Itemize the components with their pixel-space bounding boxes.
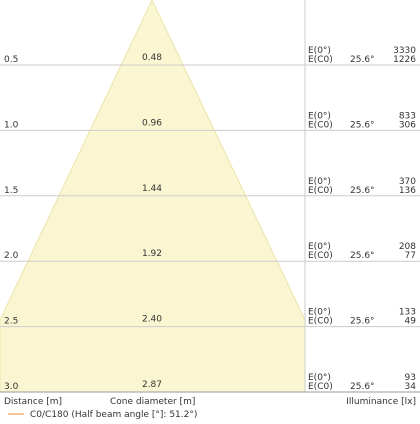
ec0-value: 306 <box>399 120 416 130</box>
ec0-label: E(C0) <box>308 317 333 327</box>
legend: C0/C180 (Half beam angle [°]: 51.2°) <box>30 410 197 420</box>
e0-label: E(0°) <box>308 111 331 121</box>
distance: 2.0 <box>4 251 19 261</box>
ec0-label: E(C0) <box>308 120 333 130</box>
diameter: 1.44 <box>142 184 162 194</box>
e0-value: 370 <box>399 177 416 187</box>
diameter: 2.87 <box>142 380 162 390</box>
footer-distance: Distance [m] <box>4 397 62 407</box>
angle: 25.6° <box>350 120 375 130</box>
diameter: 2.40 <box>142 315 162 325</box>
distance: 3.0 <box>4 382 19 392</box>
angle: 25.6° <box>350 251 375 261</box>
ec0-value: 77 <box>405 251 416 261</box>
e0-value: 3330 <box>393 46 416 56</box>
e0-value: 93 <box>405 373 416 383</box>
e0-label: E(0°) <box>308 46 331 56</box>
ec0-value: 1226 <box>393 55 416 65</box>
footer-illuminance: Illuminance [lx] <box>346 397 416 407</box>
angle: 25.6° <box>350 55 375 65</box>
angle: 25.6° <box>350 186 375 196</box>
distance: 1.5 <box>4 186 18 196</box>
ec0-label: E(C0) <box>308 251 333 261</box>
ec0-label: E(C0) <box>308 382 333 392</box>
diameter: 0.48 <box>142 53 162 63</box>
ec0-value: 136 <box>399 186 416 196</box>
e0-label: E(0°) <box>308 177 331 187</box>
distance: 2.5 <box>4 317 18 327</box>
ec0-label: E(C0) <box>308 186 333 196</box>
ec0-value: 49 <box>405 317 417 327</box>
e0-value: 833 <box>399 111 416 121</box>
angle: 25.6° <box>350 382 375 392</box>
e0-value: 208 <box>399 242 416 252</box>
e0-value: 133 <box>399 308 416 318</box>
diameter: 1.92 <box>142 249 162 259</box>
e0-label: E(0°) <box>308 242 331 252</box>
distance: 0.5 <box>4 55 18 65</box>
ec0-label: E(C0) <box>308 55 333 65</box>
distance: 1.0 <box>4 120 19 130</box>
ec0-value: 34 <box>405 382 417 392</box>
diameter: 0.96 <box>142 118 162 128</box>
angle: 25.6° <box>350 317 375 327</box>
e0-label: E(0°) <box>308 373 331 383</box>
e0-label: E(0°) <box>308 308 331 318</box>
footer-diameter: Cone diameter [m] <box>110 397 195 407</box>
